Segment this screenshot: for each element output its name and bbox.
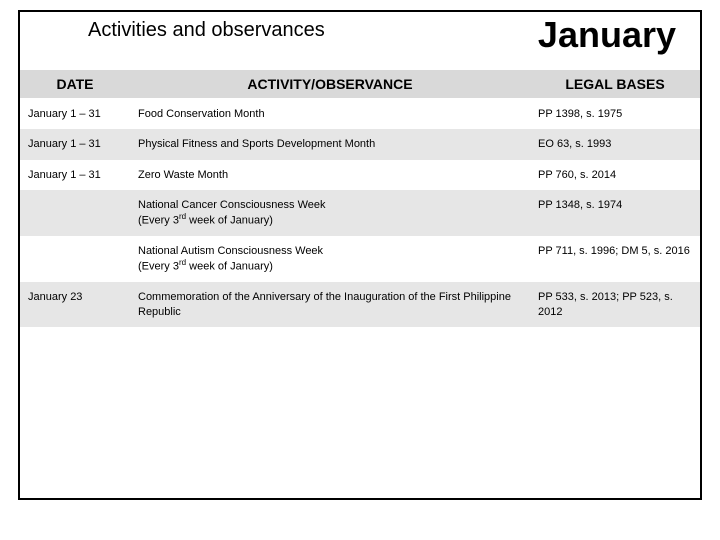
cell-date: January 1 – 31 — [20, 129, 130, 159]
cell-date — [20, 190, 130, 236]
col-header-activity: ACTIVITY/OBSERVANCE — [130, 70, 530, 99]
cell-activity: Food Conservation Month — [130, 99, 530, 130]
cell-legal: PP 1348, s. 1974 — [530, 190, 700, 236]
table-row: January 1 – 31 Physical Fitness and Spor… — [20, 129, 700, 159]
cell-legal: PP 1398, s. 1975 — [530, 99, 700, 130]
table-row: National Autism Consciousness Week(Every… — [20, 236, 700, 282]
table-row: National Cancer Consciousness Week(Every… — [20, 190, 700, 236]
cell-activity: National Autism Consciousness Week(Every… — [130, 236, 530, 282]
cell-activity: Physical Fitness and Sports Development … — [130, 129, 530, 159]
cell-date: January 1 – 31 — [20, 99, 130, 130]
header-area: Activities and observances January — [20, 12, 700, 70]
observance-table: DATE ACTIVITY/OBSERVANCE LEGAL BASES Jan… — [20, 70, 700, 327]
cell-date: January 23 — [20, 282, 130, 327]
cell-legal: PP 760, s. 2014 — [530, 160, 700, 190]
table-row: January 23 Commemoration of the Annivers… — [20, 282, 700, 327]
table-body: January 1 – 31 Food Conservation Month P… — [20, 99, 700, 327]
cell-activity: Zero Waste Month — [130, 160, 530, 190]
cell-date: January 1 – 31 — [20, 160, 130, 190]
table-row: January 1 – 31 Food Conservation Month P… — [20, 99, 700, 130]
col-header-legal: LEGAL BASES — [530, 70, 700, 99]
page-frame: Activities and observances January DATE … — [18, 10, 702, 500]
month-title: January — [538, 14, 676, 56]
cell-activity: Commemoration of the Anniversary of the … — [130, 282, 530, 327]
cell-legal: PP 533, s. 2013; PP 523, s. 2012 — [530, 282, 700, 327]
table-header-row: DATE ACTIVITY/OBSERVANCE LEGAL BASES — [20, 70, 700, 99]
col-header-date: DATE — [20, 70, 130, 99]
cell-legal: EO 63, s. 1993 — [530, 129, 700, 159]
table-row: January 1 – 31 Zero Waste Month PP 760, … — [20, 160, 700, 190]
cell-activity: National Cancer Consciousness Week(Every… — [130, 190, 530, 236]
cell-legal: PP 711, s. 1996; DM 5, s. 2016 — [530, 236, 700, 282]
cell-date — [20, 236, 130, 282]
